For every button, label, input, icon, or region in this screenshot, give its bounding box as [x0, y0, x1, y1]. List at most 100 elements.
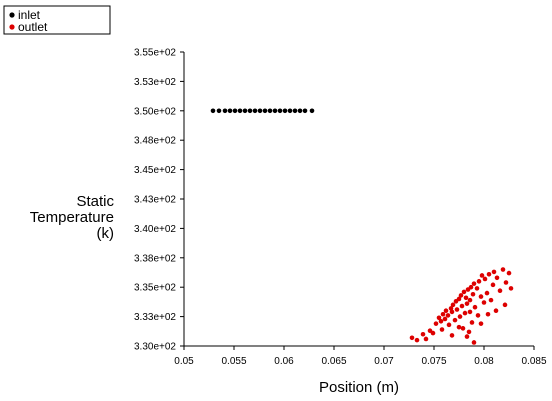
data-point-outlet	[471, 281, 477, 286]
x-tick-label: 0.085	[521, 356, 546, 367]
data-point-inlet	[247, 108, 253, 114]
x-tick-label: 0.075	[421, 356, 446, 367]
data-point-outlet	[462, 310, 468, 316]
y-axis-title-line-3: (k)	[97, 225, 115, 242]
data-point-outlet	[467, 309, 473, 315]
legend-label-inlet: inlet	[18, 8, 41, 22]
y-tick-label: 3.43e+02	[134, 195, 176, 206]
y-tick-label: 3.38e+02	[134, 253, 176, 264]
data-point-outlet	[478, 294, 484, 299]
data-point-outlet	[475, 313, 481, 318]
data-point-outlet	[464, 334, 470, 339]
data-point-outlet	[467, 297, 473, 303]
data-point-inlet	[210, 108, 216, 114]
y-tick-label: 3.35e+02	[134, 283, 176, 294]
data-point-outlet	[456, 296, 462, 302]
y-axis-title-line-1: Static	[76, 193, 114, 210]
data-point-outlet	[420, 331, 426, 337]
data-point-outlet	[438, 319, 444, 324]
data-point-outlet	[490, 282, 496, 288]
data-point-outlet	[446, 322, 452, 328]
data-point-inlet	[277, 108, 283, 114]
data-point-outlet	[443, 308, 449, 314]
y-tick-label: 3.53e+02	[134, 77, 176, 88]
data-point-outlet	[506, 270, 512, 276]
y-tick-label: 3.40e+02	[134, 224, 176, 235]
x-axis-title: Position (m)	[319, 379, 399, 396]
data-point-outlet	[508, 286, 514, 291]
data-point-inlet	[297, 108, 303, 114]
data-point-outlet	[439, 327, 445, 332]
data-point-outlet	[484, 290, 490, 296]
legend-marker-inlet	[9, 12, 15, 18]
data-point-outlet	[454, 307, 460, 312]
data-point-outlet	[452, 317, 458, 323]
data-point-inlet	[267, 108, 273, 114]
y-tick-label: 3.30e+02	[134, 342, 176, 353]
y-axis-title-line-2: Temperature	[30, 209, 114, 226]
data-point-outlet	[459, 303, 465, 309]
data-point-outlet	[436, 315, 442, 321]
data-point-outlet	[494, 275, 500, 281]
data-point-inlet	[262, 108, 268, 114]
data-point-inlet	[227, 108, 233, 114]
data-point-inlet	[232, 108, 238, 114]
y-tick-label: 3.55e+02	[134, 48, 176, 59]
data-point-outlet	[445, 313, 451, 318]
data-point-outlet	[471, 340, 477, 345]
data-point-inlet	[216, 108, 222, 114]
data-point-outlet	[497, 288, 503, 294]
data-point-outlet	[482, 276, 488, 282]
data-point-outlet	[476, 279, 482, 284]
data-point-outlet	[466, 329, 472, 335]
data-point-outlet	[491, 269, 497, 275]
data-point-outlet	[449, 309, 455, 315]
legend-marker-outlet	[9, 24, 15, 30]
data-point-inlet	[252, 108, 258, 114]
data-point-inlet	[292, 108, 298, 114]
data-point-outlet	[440, 311, 446, 317]
data-point-inlet	[257, 108, 263, 114]
data-point-outlet	[409, 335, 415, 341]
data-point-outlet	[481, 300, 487, 305]
data-point-inlet	[242, 108, 248, 114]
data-point-outlet	[493, 308, 499, 314]
data-point-outlet	[442, 316, 448, 322]
x-tick-label: 0.08	[474, 356, 494, 367]
y-tick-label: 3.33e+02	[134, 312, 176, 323]
data-point-inlet	[302, 108, 308, 114]
data-point-outlet	[449, 333, 455, 338]
data-point-inlet	[282, 108, 288, 114]
data-point-outlet	[457, 314, 463, 319]
data-point-outlet	[423, 336, 429, 342]
x-tick-label: 0.065	[321, 356, 346, 367]
data-point-outlet	[485, 311, 491, 317]
y-axis-ticks: 3.30e+02 3.33e+02 3.35e+02 3.38e+02 3.40e+02…	[134, 48, 184, 353]
data-point-outlet	[470, 291, 476, 297]
data-point-outlet	[488, 297, 494, 303]
data-point-outlet	[461, 289, 467, 295]
y-tick-label: 3.48e+02	[134, 136, 176, 147]
x-tick-label: 0.07	[374, 356, 394, 367]
x-tick-label: 0.055	[221, 356, 246, 367]
data-point-outlet	[458, 293, 464, 298]
legend: inlet outlet	[3, 5, 111, 35]
data-point-outlet	[456, 324, 462, 330]
legend-box	[3, 5, 111, 35]
data-point-outlet	[460, 326, 466, 331]
data-point-outlet	[464, 301, 470, 306]
data-point-outlet	[502, 302, 508, 308]
data-point-outlet	[472, 304, 478, 310]
data-point-outlet	[430, 330, 436, 336]
data-point-inlet	[272, 108, 278, 114]
data-point-outlet	[478, 321, 484, 326]
data-point-outlet	[450, 302, 456, 308]
data-point-outlet	[500, 267, 506, 272]
x-tick-label: 0.06	[274, 356, 294, 367]
data-point-outlet	[463, 295, 469, 301]
data-point-outlet	[468, 284, 474, 290]
data-point-outlet	[448, 306, 454, 311]
data-points	[210, 108, 514, 345]
data-point-inlet	[287, 108, 293, 114]
